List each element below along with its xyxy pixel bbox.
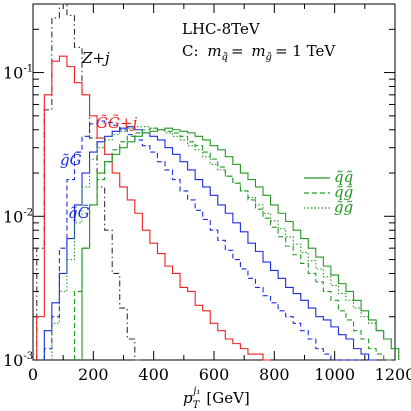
x-tick-label: 1000 [314, 365, 355, 384]
x-tick-label: 1200 [375, 365, 411, 384]
x-axis-symbol: p [183, 389, 193, 407]
x-axis-label: pTj₁ [GeV] [183, 386, 250, 411]
series-line-1 [36, 55, 271, 361]
legend: q̃q̃ q̃g̃ g̃g̃ [304, 168, 353, 216]
series-line-3 [43, 120, 362, 361]
point-label: C: [182, 42, 199, 60]
x-tick-labels: 0 200 400 600 800 1000 1200 [28, 365, 411, 384]
y-tick-label: 10-3 [3, 351, 33, 370]
mass-point-label: C: mq̃ = mg̃ = 1 TeV [182, 42, 336, 63]
series-group [36, 3, 400, 361]
label-ggj: G̃G̃+j [96, 114, 138, 132]
y-tick-labels: 10-1 10-2 10-3 [3, 64, 33, 370]
x-tick-label: 600 [199, 365, 230, 384]
label-zj: Z+j [81, 49, 110, 67]
legend-label-gg: g̃g̃ [334, 198, 353, 216]
label-qG: q̃G̃ [68, 204, 90, 222]
mass-g-sub: g̃ [266, 52, 272, 63]
x-tick-label: 800 [259, 365, 290, 384]
mass-g-symbol: m [251, 42, 265, 60]
x-tick-label: 0 [28, 365, 38, 384]
equals-sign: = [231, 42, 244, 60]
mass-q-sub: q̃ [222, 52, 228, 63]
y-tick-label: 10-1 [3, 64, 33, 83]
x-axis-sup: j₁ [191, 386, 200, 397]
x-tick-label: 400 [138, 365, 169, 384]
y-tick-label: 10-2 [3, 207, 33, 226]
x-axis-unit: [GeV] [206, 389, 249, 407]
mass-q-symbol: m [207, 42, 221, 60]
series-line-5 [73, 127, 392, 361]
label-gG: g̃G̃ [60, 151, 82, 169]
series-line-4 [81, 127, 400, 360]
series-line-2 [43, 126, 377, 361]
x-axis-sub: T [193, 400, 201, 411]
series-line-6 [51, 126, 400, 360]
axis-ticks [32, 4, 396, 361]
collider-label: LHC-8TeV [182, 20, 261, 38]
x-tick-label: 200 [78, 365, 109, 384]
legend-label-qq: q̃q̃ [334, 168, 353, 186]
mass-value: = 1 TeV [275, 42, 336, 60]
legend-label-qg: q̃g̃ [334, 183, 353, 201]
